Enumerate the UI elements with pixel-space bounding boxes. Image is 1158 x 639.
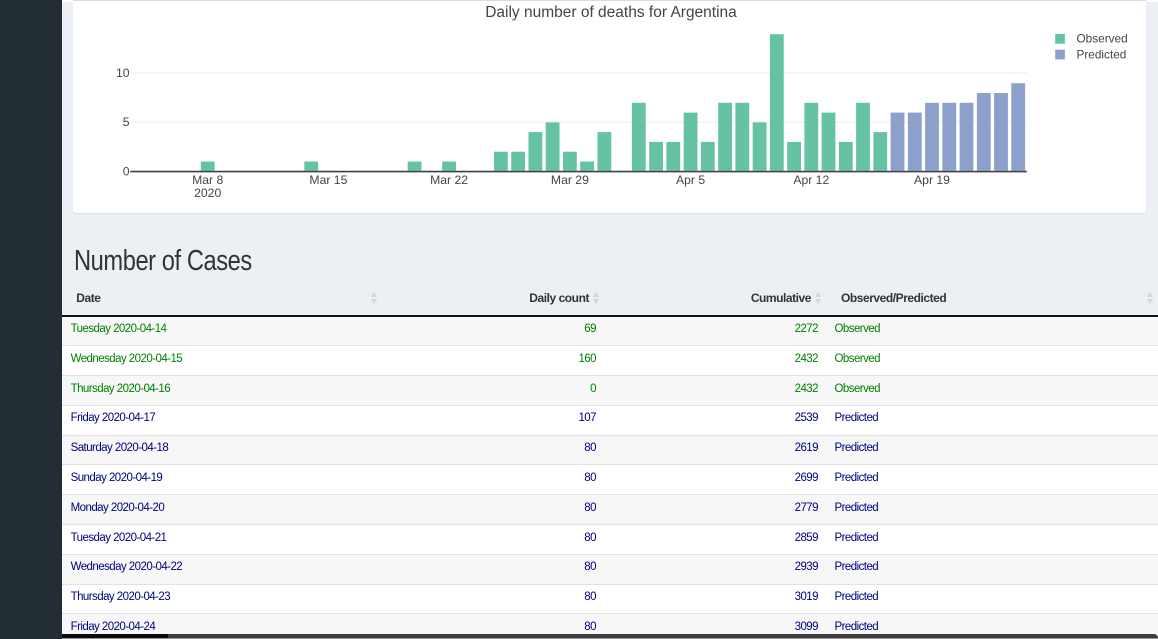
svg-text:Mar 15: Mar 15 [309, 173, 347, 187]
svg-text:Apr 12: Apr 12 [793, 173, 829, 187]
svg-text:Observed: Observed [1077, 32, 1128, 46]
svg-text:Mar 29: Mar 29 [551, 173, 589, 187]
svg-text:10: 10 [116, 66, 130, 80]
svg-text:Predicted: Predicted [1077, 47, 1127, 61]
svg-text:Mar 8: Mar 8 [192, 173, 223, 187]
svg-text:5: 5 [123, 115, 130, 129]
svg-text:0: 0 [123, 164, 130, 178]
svg-text:Daily number of deaths for Arg: Daily number of deaths for Argentina [485, 4, 737, 21]
svg-text:Apr 5: Apr 5 [676, 173, 705, 187]
svg-text:2020: 2020 [194, 186, 221, 200]
svg-text:Apr 19: Apr 19 [914, 173, 950, 187]
svg-text:Mar 22: Mar 22 [430, 173, 468, 187]
